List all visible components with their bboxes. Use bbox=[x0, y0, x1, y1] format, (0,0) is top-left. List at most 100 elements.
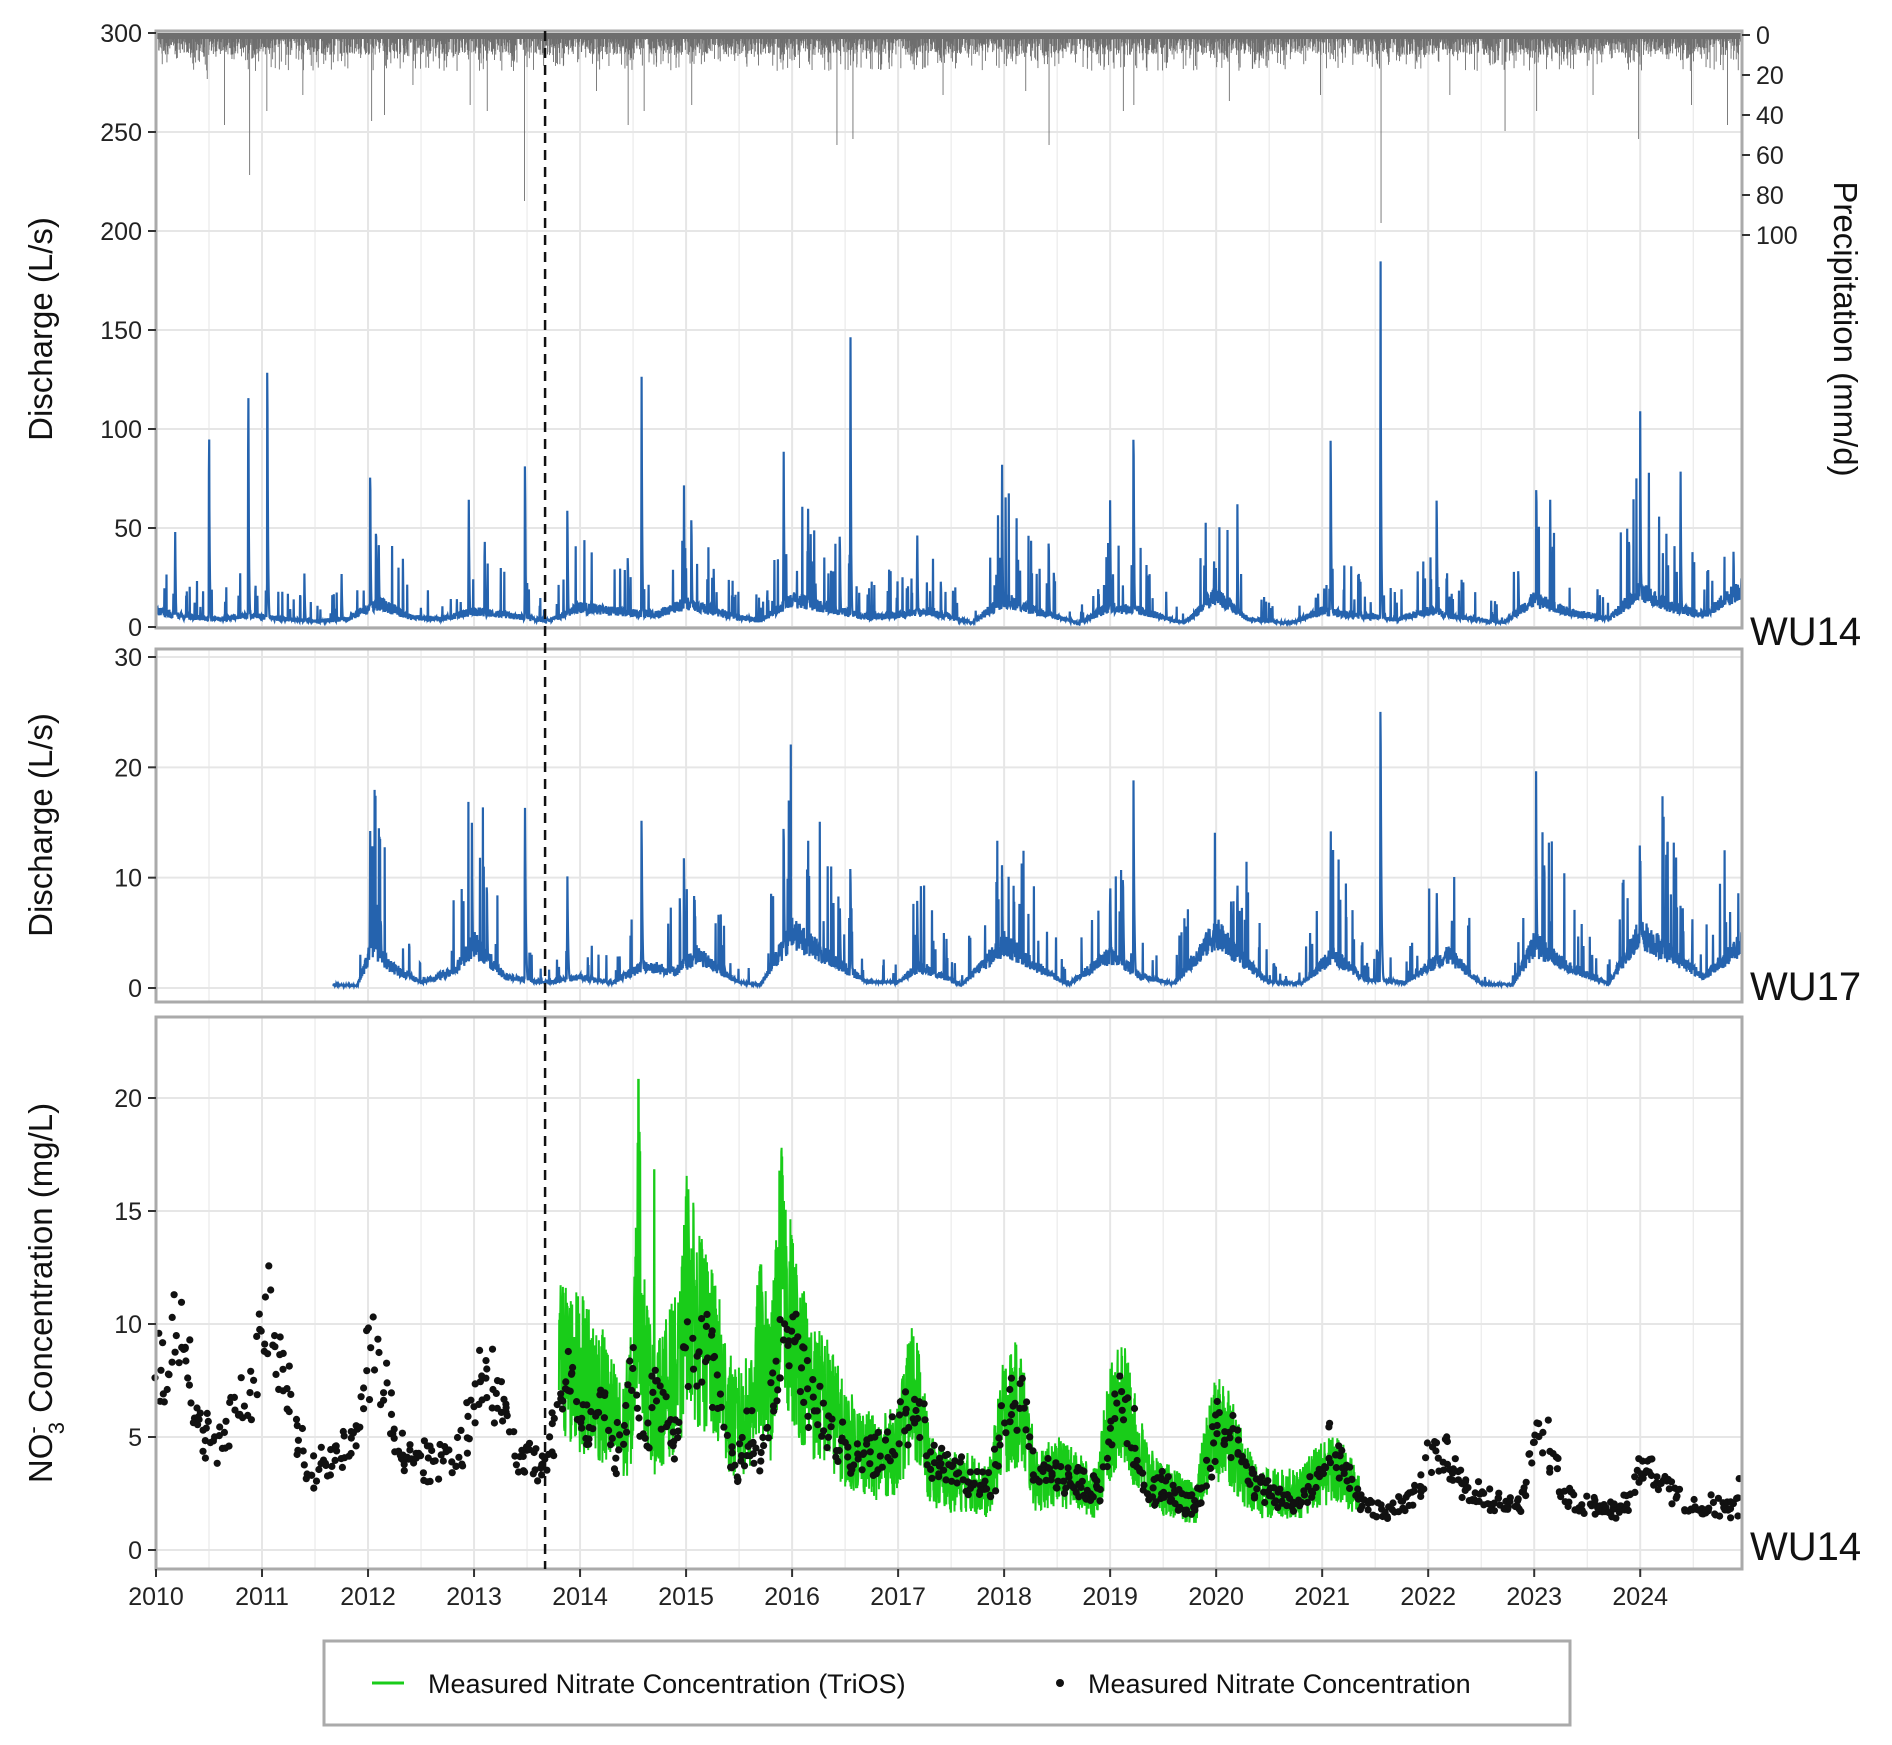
precip-bar bbox=[802, 35, 804, 44]
precip-bar bbox=[1738, 35, 1739, 55]
precip-bar bbox=[1601, 35, 1603, 52]
precip-bar bbox=[1426, 35, 1428, 54]
precip-bar bbox=[603, 35, 605, 47]
data-point bbox=[1103, 1463, 1111, 1471]
data-point bbox=[187, 1399, 195, 1407]
precip-bar bbox=[1370, 35, 1372, 53]
data-point bbox=[653, 1377, 661, 1385]
precip-bar bbox=[1054, 35, 1056, 67]
precip-bar bbox=[1108, 35, 1110, 44]
precip-bar bbox=[196, 35, 198, 51]
data-point bbox=[813, 1407, 821, 1415]
precip-bar bbox=[1196, 35, 1198, 70]
precip-bar bbox=[1233, 35, 1235, 49]
precip-bar bbox=[1163, 35, 1165, 45]
precip-bar bbox=[950, 35, 951, 49]
precip-bar bbox=[508, 35, 510, 55]
precip-bar bbox=[1223, 35, 1225, 60]
x-tick-label: 2014 bbox=[552, 1583, 608, 1611]
data-point bbox=[1047, 1476, 1055, 1484]
precip-bar bbox=[1551, 35, 1552, 59]
precip-bar bbox=[739, 35, 741, 54]
precip-bar bbox=[1049, 35, 1051, 44]
data-point bbox=[534, 1477, 542, 1485]
precip-bar bbox=[1048, 35, 1050, 145]
precip-bar bbox=[1362, 35, 1364, 55]
data-point bbox=[835, 1446, 843, 1455]
precip-bar bbox=[1174, 35, 1176, 52]
precip-bar bbox=[456, 35, 458, 71]
precip-bar bbox=[679, 35, 681, 53]
precip-bar bbox=[746, 35, 748, 67]
precip-bar bbox=[964, 35, 966, 51]
precip-bar bbox=[1216, 35, 1218, 62]
precip-bar bbox=[1454, 35, 1456, 50]
precip-bar bbox=[429, 35, 431, 54]
precip-bar bbox=[1631, 35, 1633, 51]
precip-bar bbox=[781, 35, 783, 53]
data-point bbox=[876, 1452, 884, 1460]
data-point bbox=[1553, 1465, 1561, 1473]
precip-bar bbox=[709, 35, 711, 51]
data-point bbox=[464, 1412, 472, 1420]
data-point bbox=[1389, 1499, 1397, 1507]
precip-bar bbox=[1025, 35, 1027, 91]
precip-bar bbox=[614, 35, 616, 51]
precip-bar bbox=[1710, 35, 1712, 45]
precip-bar bbox=[351, 35, 353, 53]
precip-bar bbox=[948, 35, 950, 54]
precip-bar bbox=[1105, 35, 1107, 48]
data-point bbox=[702, 1322, 711, 1330]
y-tick-label: 30 bbox=[114, 644, 142, 672]
precip-bar bbox=[1699, 35, 1701, 55]
precip-bar bbox=[1189, 35, 1191, 59]
precip-bar bbox=[1530, 35, 1532, 51]
y-axis-title-rest: Concentration (mg/L) bbox=[22, 1103, 59, 1422]
x-tick-label: 2023 bbox=[1506, 1583, 1562, 1611]
data-point bbox=[483, 1394, 491, 1402]
precip-bar bbox=[165, 35, 166, 55]
data-point bbox=[716, 1390, 725, 1398]
precip-bar bbox=[1453, 35, 1455, 57]
precip-bar bbox=[1529, 35, 1531, 58]
precip-bar bbox=[1333, 35, 1335, 60]
precip-bar bbox=[428, 35, 430, 51]
precip-bar bbox=[1466, 35, 1468, 53]
data-point bbox=[1401, 1507, 1409, 1515]
precip-bar bbox=[186, 35, 188, 53]
data-point bbox=[525, 1439, 534, 1447]
precip-bar bbox=[947, 35, 949, 47]
data-point bbox=[1554, 1454, 1562, 1462]
precip-bar bbox=[798, 35, 800, 51]
data-point bbox=[271, 1343, 279, 1351]
precip-bar bbox=[1018, 35, 1020, 55]
precip-bar bbox=[785, 35, 787, 44]
precip-bar bbox=[791, 35, 793, 61]
precip-bar bbox=[898, 35, 900, 47]
precip-bar bbox=[1030, 35, 1031, 57]
precip-bar bbox=[628, 35, 630, 55]
precip-bar bbox=[185, 35, 187, 45]
precip-bar bbox=[1472, 35, 1474, 45]
precip-bar bbox=[1564, 35, 1565, 55]
precip-bar bbox=[1590, 35, 1592, 48]
data-point bbox=[978, 1468, 987, 1476]
precip-bar bbox=[1141, 35, 1143, 46]
precip-bar bbox=[960, 35, 961, 54]
precip-bar bbox=[476, 35, 477, 47]
precip-bar bbox=[676, 35, 678, 51]
precip-bar bbox=[1655, 35, 1657, 51]
data-point bbox=[1006, 1418, 1014, 1426]
precip-bar bbox=[860, 35, 862, 68]
precip-bar bbox=[640, 35, 642, 55]
precip-bar bbox=[168, 35, 170, 47]
data-point bbox=[698, 1378, 706, 1386]
precip-bar bbox=[1329, 35, 1331, 60]
precip-bar bbox=[922, 35, 924, 69]
precip-bar bbox=[495, 35, 497, 44]
precip-bar bbox=[343, 35, 345, 53]
data-point bbox=[488, 1404, 496, 1412]
y2-axis-title-precipitation: Precipitation (mm/d) bbox=[1827, 181, 1864, 476]
series-bars-precipitation bbox=[156, 33, 1743, 223]
precip-bar bbox=[1222, 35, 1224, 54]
